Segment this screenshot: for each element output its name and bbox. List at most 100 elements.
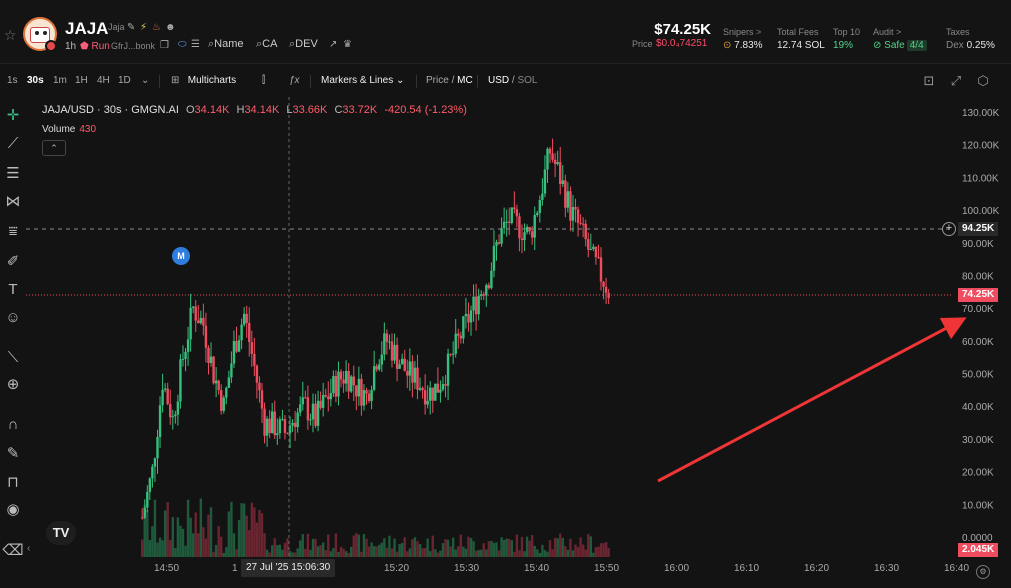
volume-bar <box>334 533 338 557</box>
candlestick-chart-svg[interactable]: 130.00K120.00K110.00K100.00K90.00K80.00K… <box>26 97 1011 588</box>
volume-bar <box>462 546 465 557</box>
y-tick-label: 40.00K <box>962 402 994 413</box>
y-tick-label: 30.00K <box>962 435 994 446</box>
volume-bar <box>482 543 485 557</box>
star-icon[interactable]: ☆ <box>4 27 17 43</box>
tradingview-logo[interactable]: TV <box>46 521 76 545</box>
volume-bar <box>148 540 152 557</box>
stat-audit[interactable]: Audit > ⊘ Safe 4/4 <box>873 27 927 51</box>
zoom-in-tool-icon[interactable]: ⊕ <box>6 376 20 393</box>
volume-bar <box>449 546 452 557</box>
launchpad-badge-icon <box>45 40 57 52</box>
candle-body <box>319 400 322 408</box>
lock-pencil-tool-icon[interactable]: ✎ <box>6 445 20 462</box>
candle-body <box>464 314 468 317</box>
candle-style-icon[interactable]: ⫿ <box>262 75 266 86</box>
volume-bar <box>268 552 271 557</box>
volume-bar <box>327 534 330 557</box>
fullscreen-icon[interactable]: ⤢ <box>950 73 962 88</box>
lightning-icon: ⚡ <box>140 22 148 33</box>
volume-bar <box>204 538 208 557</box>
x-tick-label: 15:40 <box>524 563 549 574</box>
interval-4h[interactable]: 4H <box>97 75 110 86</box>
horizontal-lines-tool-icon[interactable]: ☰ <box>6 165 20 182</box>
camera-icon[interactable]: ⊡ <box>923 73 935 88</box>
candle-body <box>538 200 542 213</box>
trash-tool-icon[interactable]: ⌫ <box>2 542 24 559</box>
candle-body <box>314 403 317 426</box>
add-alert-plus-icon[interactable]: + <box>942 222 956 236</box>
volume-bar <box>375 546 378 557</box>
price-mc-toggle[interactable]: Price / MC <box>426 75 473 86</box>
volume-bar <box>497 550 501 557</box>
trendline-tool-icon[interactable]: ⟋ <box>7 135 19 152</box>
migration-marker[interactable]: M <box>172 247 190 265</box>
candle-body <box>166 388 169 405</box>
volume-bar <box>304 548 307 557</box>
price-chart[interactable]: 130.00K 120.00K 110.00K 100.00K 90.00K 80.00K… <box>26 97 1011 588</box>
edit-icon[interactable]: ✎ <box>127 22 136 33</box>
volume-bar <box>324 550 327 557</box>
text-tool-icon[interactable]: T <box>8 281 18 298</box>
interval-1m[interactable]: 1m <box>53 75 67 86</box>
volume-bar <box>184 545 187 557</box>
plus-box-icon: ⊞ <box>171 75 180 86</box>
candle-body <box>230 363 233 378</box>
stat-snipers[interactable]: Snipers > ⊙ 7.83% <box>723 27 763 51</box>
fib-tool-icon[interactable]: ⩸ <box>8 223 18 240</box>
indicators-fx-icon[interactable]: ƒx <box>289 75 300 86</box>
search-dev-link[interactable]: ⌕DEV <box>289 38 318 50</box>
volume-bar <box>439 550 442 557</box>
candle-body <box>204 325 208 348</box>
interval-1s[interactable]: 1s <box>7 75 18 86</box>
list-icon[interactable]: ☰ <box>191 39 200 50</box>
candle-body <box>393 344 396 361</box>
eye-tool-icon[interactable]: ◉ <box>6 501 20 518</box>
search-name-link[interactable]: ⌕Name <box>208 38 244 50</box>
crosshair-price-label: 94.25K <box>958 222 999 236</box>
markers-lines-dropdown[interactable]: Markers & Lines ⌄ <box>321 75 405 86</box>
candle-body <box>209 356 213 364</box>
multicharts-button[interactable]: ⊞ Multicharts <box>171 75 237 86</box>
volume-bar <box>286 538 289 557</box>
candle-body <box>482 294 485 296</box>
magnet-tool-icon[interactable]: ∩ <box>7 416 19 433</box>
volume-bar <box>258 509 261 557</box>
interval-30s[interactable]: 30s <box>27 75 44 86</box>
lock-tool-icon[interactable]: ⊓ <box>7 474 19 491</box>
crown-icon[interactable]: ♛ <box>343 39 352 50</box>
legend-collapse-chevron-icon[interactable]: ⌃ <box>42 140 66 156</box>
emoji-tool-icon[interactable]: ☺ <box>5 309 21 326</box>
pump-pill-icon[interactable]: ⬭ <box>178 39 187 50</box>
candle-body <box>566 191 570 208</box>
candle-body <box>441 384 445 390</box>
volume-bar <box>367 546 371 557</box>
contract-address[interactable]: GfrJ...bonk <box>111 41 156 51</box>
collapse-rail-chevron-icon[interactable]: ‹ <box>27 543 31 554</box>
x-tick-label: 15:20 <box>384 563 409 574</box>
volume-bar <box>400 543 404 557</box>
interval-1h[interactable]: 1H <box>75 75 88 86</box>
interval-1d[interactable]: 1D <box>118 75 131 86</box>
brush-tool-icon[interactable]: ✐ <box>6 253 20 270</box>
candle-body <box>439 389 442 393</box>
interval-dropdown-chevron-icon[interactable]: ⌄ <box>141 75 150 86</box>
volume-bar <box>403 537 406 557</box>
pattern-tool-icon[interactable]: ⋈ <box>5 193 21 210</box>
volume-bar <box>607 547 610 557</box>
external-link-icon[interactable]: ↗ <box>329 39 338 50</box>
volume-bar <box>492 542 496 557</box>
copy-icon[interactable]: ❐ <box>160 40 169 51</box>
candle-body <box>207 347 210 364</box>
volume-bar <box>293 552 297 557</box>
axis-settings-gear-icon[interactable]: ⚙ <box>976 565 990 579</box>
usd-sol-toggle[interactable]: USD / SOL <box>488 75 538 86</box>
volume-bar <box>576 547 580 557</box>
candle-body <box>495 242 498 246</box>
candle-body <box>227 377 231 388</box>
crosshair-tool-icon[interactable]: ✛ <box>6 107 20 124</box>
ruler-tool-icon[interactable]: ⟍ <box>7 349 19 366</box>
candle-body <box>273 411 276 436</box>
search-ca-link[interactable]: ⌕CA <box>256 38 278 50</box>
settings-icon[interactable]: ⬡ <box>977 73 989 88</box>
